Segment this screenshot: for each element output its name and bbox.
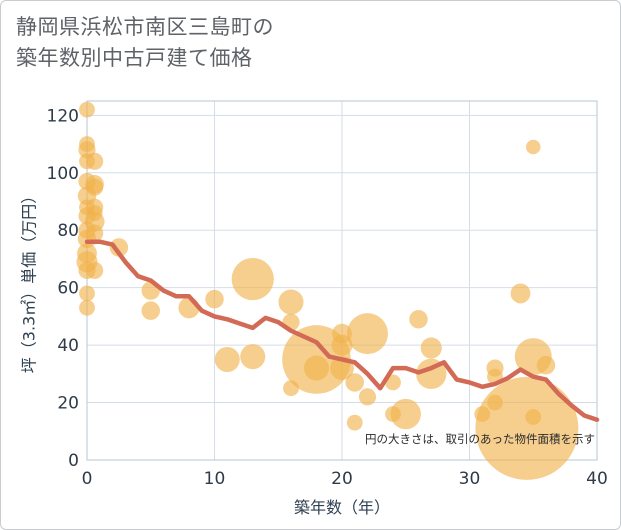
chart-title-line-1: 静岡県浜松市南区三島町の [16,15,274,39]
bubble-point [205,289,224,309]
bubble-point [345,373,364,392]
x-tick-label: 0 [82,469,93,489]
y-tick-label: 60 [57,279,79,299]
x-tick-label: 10 [204,469,226,489]
bubble-point [525,409,542,425]
bubble-point [79,101,95,118]
x-tick-label: 40 [586,469,608,489]
bubble-point [525,139,541,155]
bubble-point [346,414,363,431]
bubble-point [109,238,129,257]
y-tick-label: 0 [68,451,79,471]
bubble-point [240,344,266,370]
bubble-point [475,376,579,480]
bubble-point [86,178,104,196]
bubble-point [390,398,421,430]
average-price-trend-line [84,239,600,423]
bubble-point [303,355,330,381]
bubble-point [141,301,160,320]
axis-ticks: 0 20 40 60 80 100 120 0 10 20 30 40 [47,106,608,489]
y-tick-label: 20 [57,394,79,414]
bubble-point [79,285,95,302]
chart-title-line-2: 築年数別中古戸建て価格 [16,46,253,70]
y-tick-label: 100 [47,164,79,184]
bubble-size-note: 円の大きさは、取引のあった物件面積を示す [365,432,595,446]
y-axis-label: 坪（3.3㎡）単価（万円） [20,188,39,373]
bubble-point [278,289,304,315]
y-tick-label: 40 [57,336,79,356]
bubble-point [510,283,531,304]
x-tick-label: 30 [459,469,481,489]
x-tick-label: 20 [331,469,353,489]
chart-title: 静岡県浜松市南区三島町の 築年数別中古戸建て価格 [16,12,576,74]
bubble-point [86,224,104,242]
bubble-point [79,299,95,316]
bubble-point [86,152,104,170]
bubble-point [358,388,377,406]
bubble-point [331,334,353,356]
plot-area [86,100,598,461]
bubble-point [231,257,274,301]
x-axis-label: 築年数（年） [294,498,390,517]
bubble-series [76,101,579,480]
y-tick-label: 80 [57,221,79,241]
bubble-point [347,313,388,355]
bubble-point [536,355,556,375]
y-tick-label: 120 [47,106,79,126]
bubble-point [420,337,442,359]
bubble-point [409,310,428,329]
bubble-point [86,261,104,280]
bubble-point [214,346,240,373]
